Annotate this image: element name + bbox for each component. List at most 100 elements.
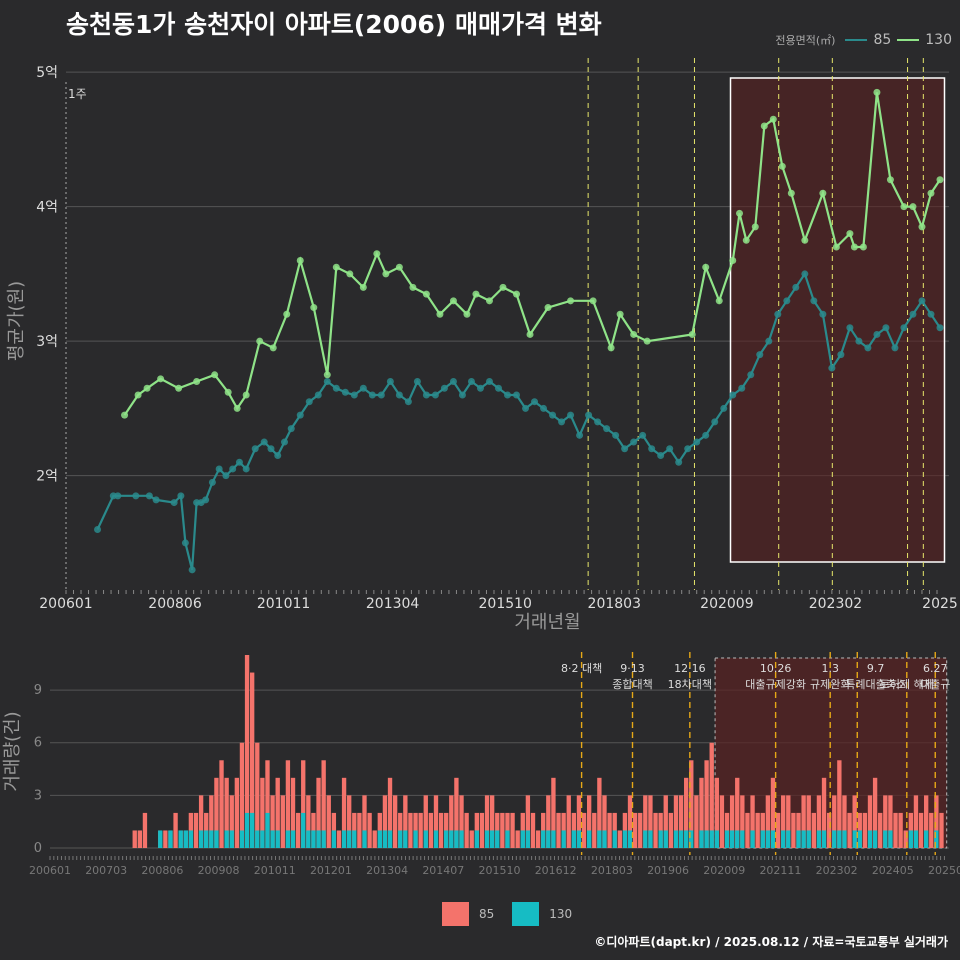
bar-85 <box>929 812 934 848</box>
bar-85 <box>755 812 760 848</box>
legend-bar-label-130: 130 <box>549 907 573 921</box>
policy-label: 규제완화 <box>810 678 850 691</box>
bar-130 <box>341 830 347 848</box>
data-point-130 <box>323 371 331 379</box>
data-point-85 <box>612 431 620 439</box>
bar-85 <box>173 812 178 848</box>
bar-130 <box>239 830 245 848</box>
data-point-130 <box>900 203 908 211</box>
bar-85 <box>837 760 842 848</box>
bar-x-tick-label: 201201 <box>310 864 352 877</box>
bar-85 <box>867 795 873 848</box>
bar-85 <box>576 795 582 848</box>
bar-85 <box>903 830 908 848</box>
data-point-85 <box>332 384 340 392</box>
bar-85 <box>306 795 311 848</box>
policy-label: 12·16 <box>674 662 706 675</box>
data-point-130 <box>436 310 444 318</box>
bar-85 <box>898 812 903 848</box>
bar-130 <box>489 830 495 848</box>
bar-x-tick-label: 201407 <box>422 864 464 877</box>
bar-130 <box>306 830 311 848</box>
x-axis-title: 거래년월 <box>514 612 580 633</box>
data-point-130 <box>472 290 480 298</box>
bar-85 <box>699 777 704 848</box>
bar-85 <box>464 812 469 848</box>
bar-x-tick-label: 201011 <box>254 864 296 877</box>
policy-label: 종합대책 <box>612 678 652 691</box>
data-point-85 <box>927 310 935 318</box>
bar-130 <box>255 830 260 848</box>
bar-130 <box>362 830 367 848</box>
bar-85 <box>347 795 352 848</box>
policy-label: 특례대출축소 <box>845 678 906 691</box>
data-point-85 <box>828 364 836 372</box>
data-point-85 <box>693 438 701 446</box>
bar-85 <box>566 795 571 848</box>
bar-130 <box>740 830 745 848</box>
bar-130 <box>888 830 893 848</box>
bar-130 <box>423 830 428 848</box>
data-point-130 <box>832 243 840 251</box>
bar-85 <box>137 830 143 848</box>
bar-85 <box>367 812 372 848</box>
bar-85 <box>255 742 260 848</box>
bar-85 <box>893 812 898 848</box>
bar-130 <box>525 830 531 848</box>
bar-130 <box>382 830 388 848</box>
bar-85 <box>862 812 868 848</box>
bar-85 <box>438 812 444 848</box>
data-point-85 <box>738 384 746 392</box>
data-point-85 <box>152 496 160 504</box>
data-point-85 <box>94 525 102 533</box>
bar-85 <box>469 830 474 848</box>
data-point-130 <box>296 256 304 264</box>
data-point-85 <box>684 445 692 453</box>
bar-85 <box>428 812 434 848</box>
legend-line-130 <box>897 39 920 41</box>
bar-130 <box>704 830 709 848</box>
data-point-85 <box>314 391 322 399</box>
data-point-85 <box>648 445 656 453</box>
bar-130 <box>209 830 214 848</box>
bar-x-tick-label: 201803 <box>591 864 633 877</box>
legend-swatch-85 <box>442 902 469 926</box>
bar-85 <box>163 830 168 848</box>
data-point-85 <box>756 351 764 359</box>
data-point-85 <box>251 445 259 453</box>
data-point-85 <box>296 411 304 419</box>
bar-85 <box>939 812 944 848</box>
bar-85 <box>551 777 556 848</box>
bar-130 <box>168 830 173 848</box>
bar-130 <box>561 830 566 848</box>
data-point-85 <box>657 452 665 459</box>
bar-85 <box>689 760 694 848</box>
bar-130 <box>275 830 280 848</box>
bar-85 <box>423 795 428 848</box>
data-point-85 <box>531 398 539 406</box>
data-point-130 <box>688 330 696 338</box>
bar-130 <box>229 830 234 848</box>
bar-x-tick-label: 202111 <box>759 864 801 877</box>
policy-label: 대출규 <box>920 678 950 691</box>
bar-85 <box>193 812 199 848</box>
bar-130 <box>546 830 551 848</box>
bar-85 <box>832 795 837 848</box>
data-point-85 <box>711 418 719 426</box>
policy-label: 10.26 <box>760 662 792 675</box>
data-point-130 <box>787 189 795 197</box>
bar-85 <box>883 795 888 848</box>
bar-130 <box>224 830 229 848</box>
bar-85 <box>816 795 822 848</box>
bar-85 <box>285 760 291 848</box>
x-tick-label: 200601 <box>39 596 92 612</box>
bar-85 <box>878 812 883 848</box>
bar-x-tick-label: 201612 <box>535 864 577 877</box>
bar-85 <box>607 812 612 848</box>
bar-130 <box>689 830 694 848</box>
bar-130 <box>576 830 582 848</box>
bar-130 <box>495 830 500 848</box>
policy-label: 6.27 <box>923 662 948 675</box>
bar-85 <box>515 830 520 848</box>
